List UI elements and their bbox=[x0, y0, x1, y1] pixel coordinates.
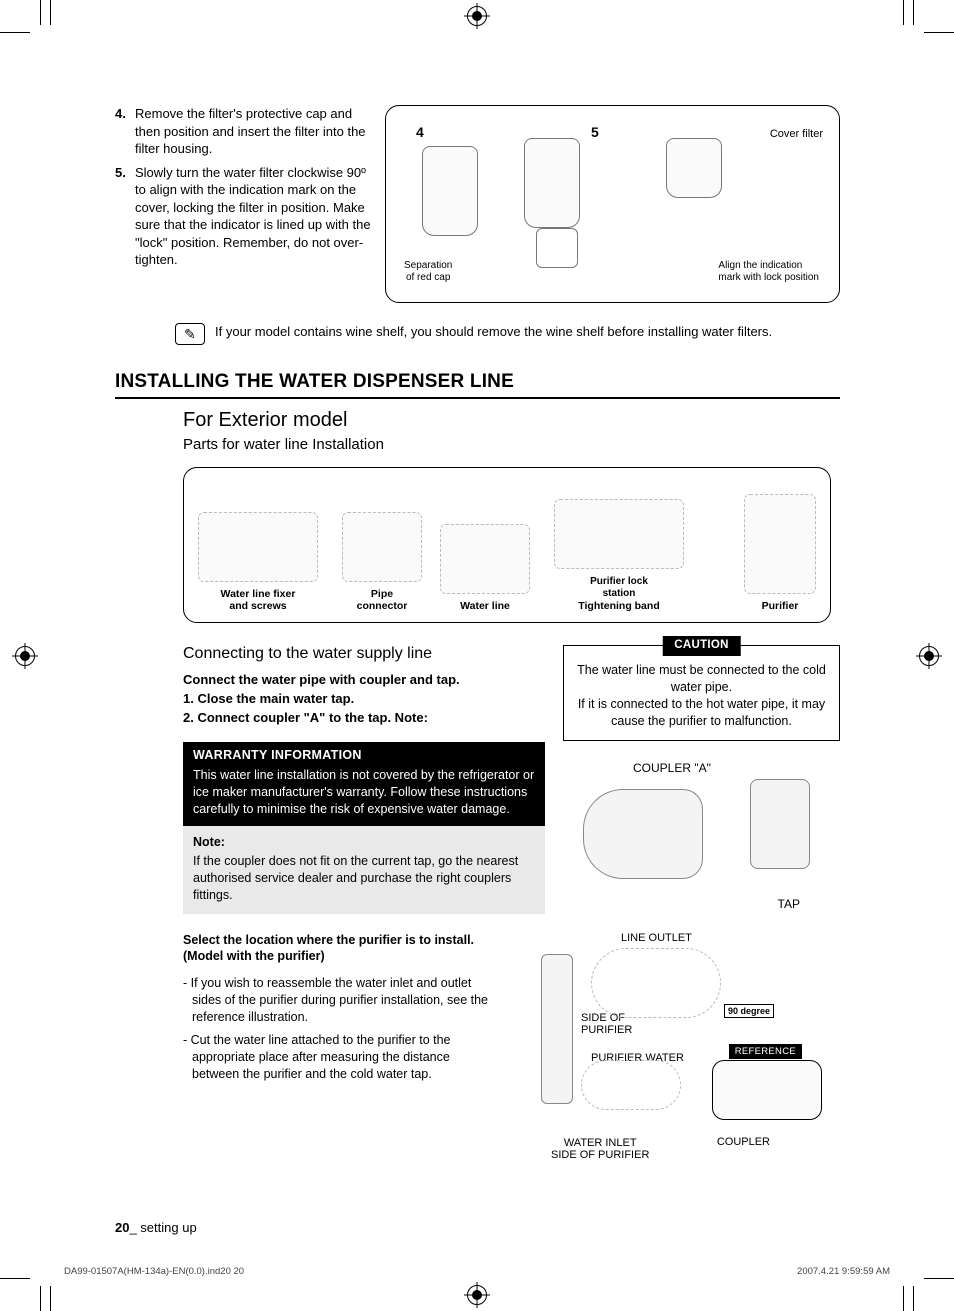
purifier-body-icon bbox=[541, 954, 573, 1104]
filter-icon-a bbox=[422, 146, 478, 236]
step-5: 5. Slowly turn the water filter clockwis… bbox=[115, 164, 373, 269]
filter-icon-b bbox=[524, 138, 580, 228]
footer-page: 20_ setting up bbox=[115, 1220, 197, 1235]
part-waterline-label: Water line bbox=[460, 600, 510, 612]
reference-tag: REFERENCE bbox=[729, 1044, 802, 1059]
caution-box: CAUTION The water line must be connected… bbox=[563, 645, 840, 741]
step-4-num: 4. bbox=[115, 105, 135, 158]
page-content: 4. Remove the filter's protective cap an… bbox=[115, 105, 840, 1162]
coupler-diagram: COUPLER "A" TAP bbox=[563, 761, 840, 911]
select-location-row: Select the location where the purifier i… bbox=[115, 932, 840, 1162]
separation-label: Separationof red cap bbox=[404, 260, 452, 284]
step-4-body: Remove the filter's protective cap and t… bbox=[135, 105, 373, 158]
top-steps-row: 4. Remove the filter's protective cap an… bbox=[115, 105, 840, 303]
align-label: Align the indicationmark with lock posit… bbox=[718, 260, 819, 284]
tap-label: TAP bbox=[778, 897, 800, 911]
note-box: Note: If the coupler does not fit on the… bbox=[183, 826, 545, 914]
filter-icon-c bbox=[666, 138, 722, 198]
part-tightening-band: Purifier lockstationTightening band bbox=[554, 499, 684, 612]
coil-bottom-icon bbox=[581, 1060, 681, 1110]
coupler-a-label: COUPLER "A" bbox=[633, 761, 711, 775]
purifier-diagram: LINE OUTLET SIDE OFPURIFIER PURIFIER WAT… bbox=[511, 932, 840, 1162]
two-column-section: Connecting to the water supply line Conn… bbox=[115, 645, 840, 914]
filter-diagram: 4 5 Cover filter Separationof red cap Al… bbox=[385, 105, 840, 303]
footer-file: DA99-01507A(HM-134a)-EN(0.0).ind20 20 bbox=[64, 1266, 244, 1277]
part-band-label: Tightening band bbox=[578, 600, 659, 612]
heading-exterior-model: For Exterior model bbox=[183, 409, 840, 432]
note-body: If the coupler does not fit on the curre… bbox=[193, 853, 535, 904]
connect-b2: 1. Close the main water tap. bbox=[183, 690, 545, 709]
caution-tag: CAUTION bbox=[662, 636, 741, 656]
cover-filter-label: Cover filter bbox=[770, 128, 823, 140]
heading-parts: Parts for water line Installation bbox=[183, 436, 840, 453]
warranty-heading: WARRANTY INFORMATION bbox=[183, 742, 545, 766]
pipe-shape-icon bbox=[583, 789, 703, 879]
wine-note-text: If your model contains wine shelf, you s… bbox=[215, 323, 772, 341]
select-heading: Select the location where the purifier i… bbox=[183, 932, 493, 966]
tap-shape-icon bbox=[750, 779, 810, 869]
diagram-num-5: 5 bbox=[591, 124, 599, 140]
part-purifier-label: Purifier bbox=[762, 600, 799, 612]
part-purifier: Purifier bbox=[744, 494, 816, 612]
warranty-box: WARRANTY INFORMATION This water line ins… bbox=[183, 742, 545, 827]
part-fixer-label: Water line fixerand screws bbox=[221, 588, 296, 612]
water-inlet-label: WATER INLETSIDE OF PURIFIER bbox=[551, 1137, 649, 1161]
connect-b1: Connect the water pipe with coupler and … bbox=[183, 671, 545, 690]
step-5-body: Slowly turn the water filter clockwise 9… bbox=[135, 164, 373, 269]
section-name: _ setting up bbox=[129, 1220, 196, 1235]
heading-install-line: INSTALLING THE WATER DISPENSER LINE bbox=[115, 371, 840, 399]
part-lock-label: Purifier lockstation bbox=[590, 576, 648, 600]
filter-mini-icon bbox=[536, 228, 578, 268]
step-5-num: 5. bbox=[115, 164, 135, 269]
part-fixer: Water line fixerand screws bbox=[198, 512, 318, 612]
steps-text: 4. Remove the filter's protective cap an… bbox=[115, 105, 373, 303]
page-number: 20 bbox=[115, 1220, 129, 1235]
select-left: Select the location where the purifier i… bbox=[183, 932, 493, 1162]
right-column: CAUTION The water line must be connected… bbox=[563, 645, 840, 914]
left-column: Connecting to the water supply line Conn… bbox=[183, 645, 545, 914]
caution-body: The water line must be connected to the … bbox=[574, 662, 829, 730]
select-l1: - If you wish to reassemble the water in… bbox=[183, 975, 493, 1026]
coupler-label: COUPLER bbox=[717, 1136, 770, 1148]
heading-connecting: Connecting to the water supply line bbox=[183, 645, 545, 663]
diagram-num-4: 4 bbox=[416, 124, 424, 140]
part-pipe-label: Pipeconnector bbox=[357, 588, 408, 612]
select-body: - If you wish to reassemble the water in… bbox=[183, 975, 493, 1082]
step-4: 4. Remove the filter's protective cap an… bbox=[115, 105, 373, 158]
90-degree-label: 90 degree bbox=[724, 1004, 774, 1018]
note-icon: ✎ bbox=[175, 323, 205, 345]
reference-box-icon bbox=[712, 1060, 822, 1120]
connect-b3: 2. Connect coupler "A" to the tap. Note: bbox=[183, 709, 545, 728]
part-water-line: Water line bbox=[440, 524, 530, 612]
part-pipe-connector: Pipeconnector bbox=[342, 512, 422, 612]
parts-box: Water line fixerand screws Pipeconnector… bbox=[183, 467, 831, 623]
coil-top-icon bbox=[591, 948, 721, 1018]
select-l2: - Cut the water line attached to the pur… bbox=[183, 1032, 493, 1083]
wine-note-row: ✎ If your model contains wine shelf, you… bbox=[115, 323, 840, 345]
warranty-body: This water line installation is not cove… bbox=[183, 765, 545, 826]
note-heading: Note: bbox=[193, 834, 535, 851]
line-outlet-label: LINE OUTLET bbox=[621, 932, 692, 944]
footer-time: 2007.4.21 9:59:59 AM bbox=[797, 1266, 890, 1277]
